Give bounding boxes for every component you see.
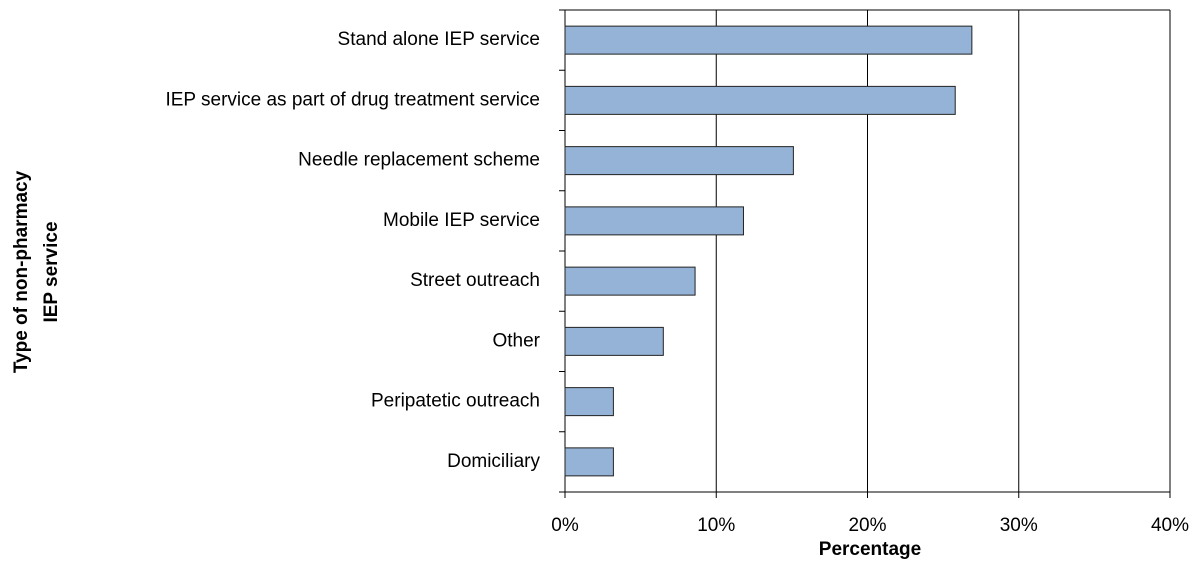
y-tick-label: Other bbox=[492, 330, 540, 351]
y-tick-label: Mobile IEP service bbox=[383, 210, 540, 231]
y-tick-label: Stand alone IEP service bbox=[338, 29, 540, 50]
x-axis-title: Percentage bbox=[819, 539, 921, 560]
x-tick-label: 30% bbox=[1000, 515, 1038, 536]
y-tick-label: Needle replacement scheme bbox=[298, 150, 540, 171]
y-axis-title: IEP service bbox=[41, 221, 62, 322]
y-tick-label: IEP service as part of drug treatment se… bbox=[165, 89, 540, 110]
x-tick-label: 40% bbox=[1151, 515, 1189, 536]
bar bbox=[564, 447, 614, 477]
bar bbox=[564, 206, 744, 236]
bar bbox=[564, 387, 614, 417]
bar bbox=[564, 85, 956, 115]
y-tick-label: Peripatetic outreach bbox=[371, 391, 540, 412]
y-tick-label: Street outreach bbox=[410, 270, 540, 291]
x-tick-label: 20% bbox=[848, 515, 886, 536]
y-tick-label: Domiciliary bbox=[447, 451, 540, 472]
bar bbox=[564, 266, 696, 296]
x-tick-label: 0% bbox=[551, 515, 579, 536]
bar bbox=[564, 326, 664, 356]
bar bbox=[564, 25, 973, 55]
x-tick-label: 10% bbox=[697, 515, 735, 536]
bar bbox=[564, 146, 794, 176]
y-axis-title: Type of non-pharmacy bbox=[11, 170, 32, 373]
